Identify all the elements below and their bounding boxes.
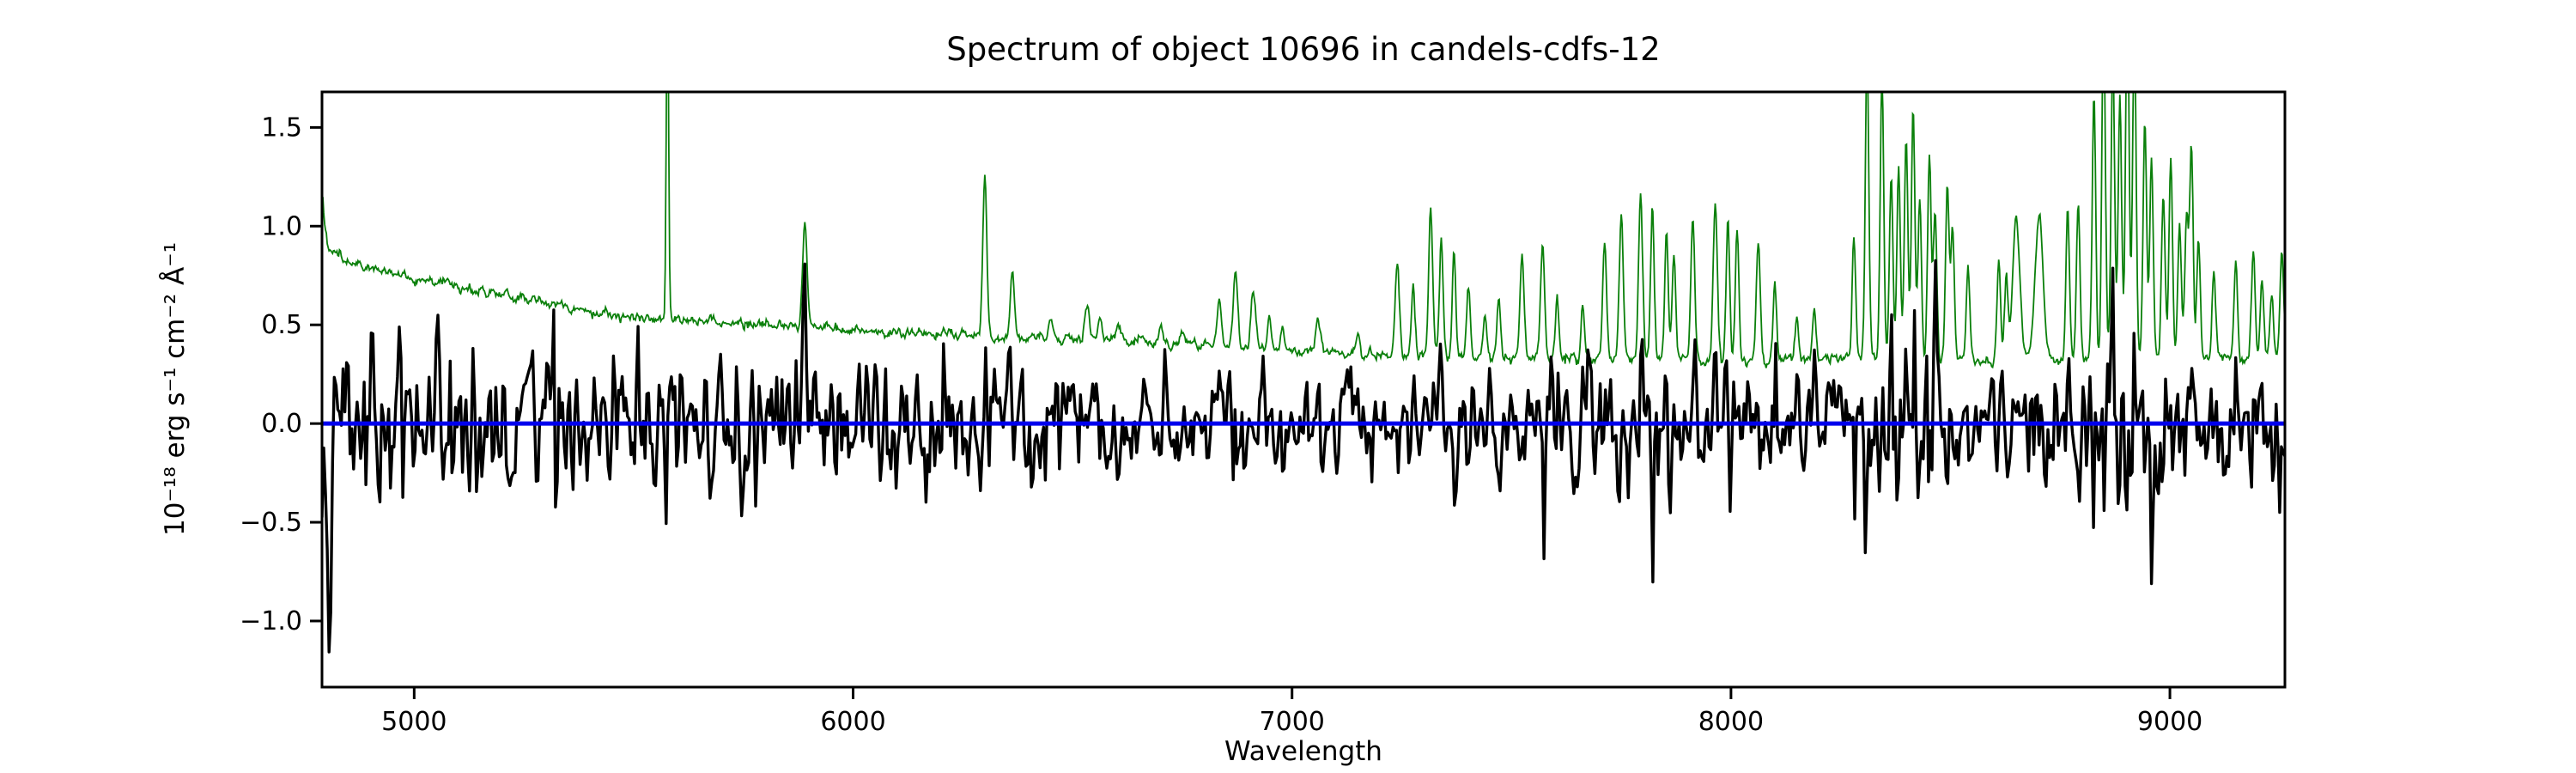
y-tick-label: −0.5 bbox=[240, 508, 302, 538]
x-tick-label: 7000 bbox=[1260, 707, 1325, 737]
y-tick-label: 0.0 bbox=[261, 409, 302, 439]
y-tick-label: 1.5 bbox=[261, 113, 302, 143]
x-axis-label: Wavelength bbox=[1224, 736, 1382, 767]
y-axis: −1.0 −0.5 0.0 0.5 1.0 1.5 bbox=[240, 113, 322, 636]
x-tick-label: 5000 bbox=[381, 707, 447, 737]
y-tick-label: −1.0 bbox=[240, 606, 302, 636]
x-axis: 5000 6000 7000 8000 9000 bbox=[381, 687, 2202, 737]
x-tick-label: 8000 bbox=[1698, 707, 1764, 737]
axes-spines bbox=[320, 90, 2287, 689]
chart-title: Spectrum of object 10696 in candels-cdfs… bbox=[946, 31, 1661, 68]
x-tick-label: 9000 bbox=[2137, 707, 2202, 737]
y-tick-label: 0.5 bbox=[261, 310, 302, 340]
observed-flux-line bbox=[322, 259, 2285, 654]
noise-spectrum-line bbox=[322, 92, 2285, 369]
y-tick-label: 1.0 bbox=[261, 211, 302, 241]
data-layer bbox=[322, 92, 2285, 654]
x-tick-label: 6000 bbox=[820, 707, 885, 737]
